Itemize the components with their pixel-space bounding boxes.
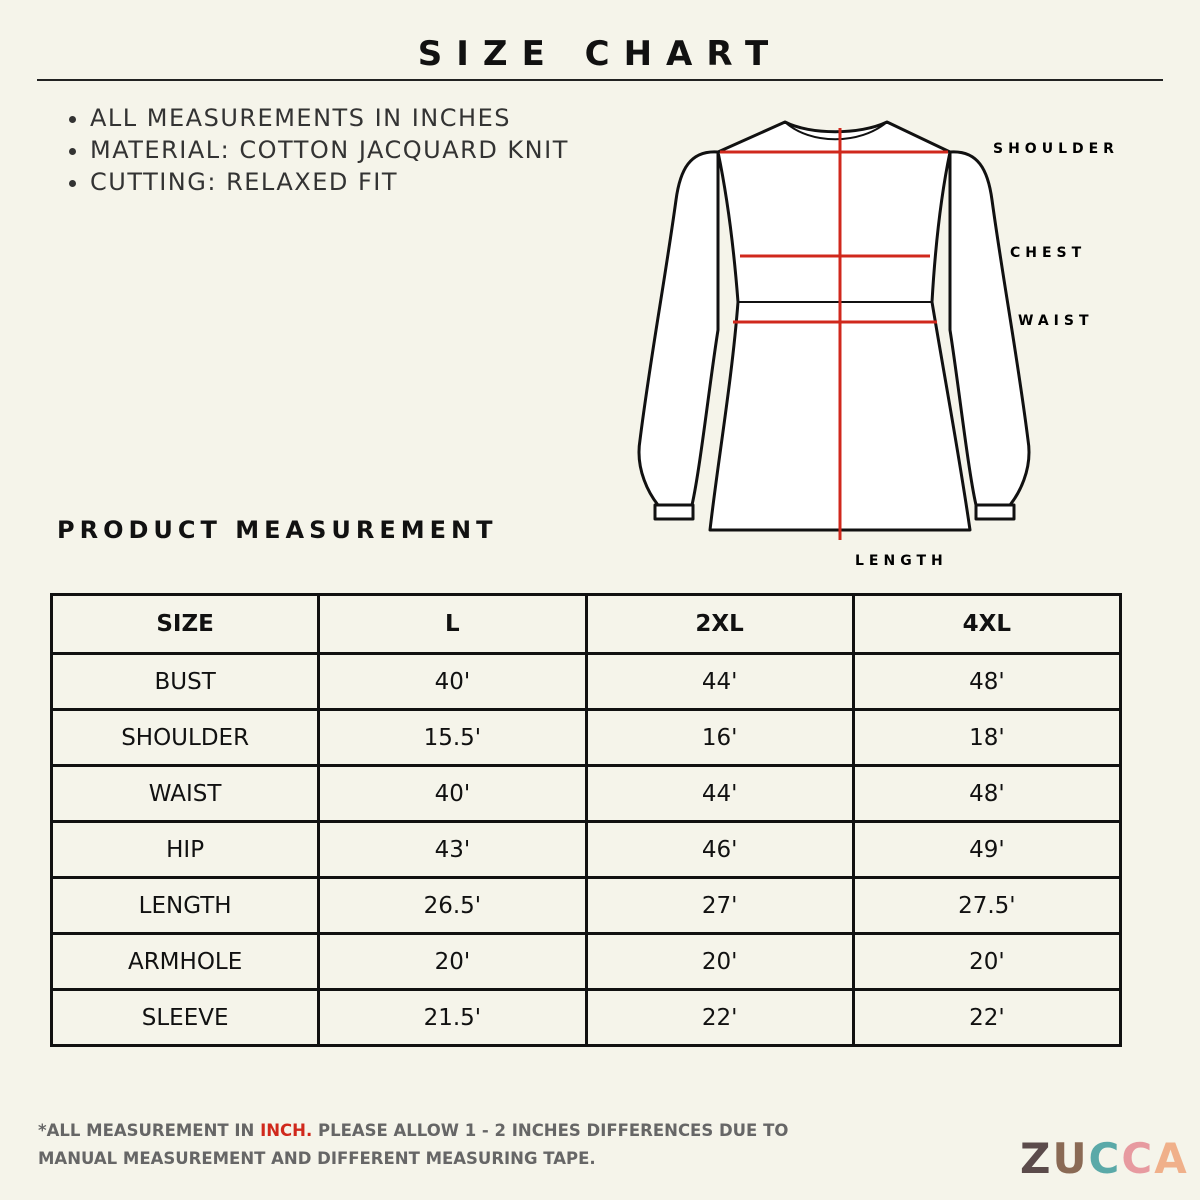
table-cell: 27.5'	[851, 876, 1123, 935]
table-cell: 46'	[584, 820, 855, 879]
table-cell: 43'	[317, 820, 588, 879]
table-cell: WAIST	[49, 764, 321, 823]
table-cell: 2XL	[584, 593, 855, 655]
table-cell: 16'	[584, 708, 855, 767]
table-cell: 44'	[584, 764, 855, 823]
table-cell: HIP	[49, 820, 321, 879]
table-cell: 4XL	[851, 593, 1123, 655]
table-cell: SHOULDER	[49, 708, 321, 767]
label-length: LENGTH	[855, 553, 948, 569]
table-cell: 22'	[851, 988, 1123, 1047]
table-cell: 21.5'	[317, 988, 588, 1047]
garment-diagram: SHOULDER CHEST WAIST LENGTH	[637, 120, 1119, 569]
logo: ZUCCA	[1020, 1134, 1189, 1183]
table-cell: 48'	[851, 764, 1123, 823]
table-cell: LENGTH	[49, 876, 321, 935]
table-cell: 15.5'	[317, 708, 588, 767]
size-table: SIZE L 2XL 4XL BUST 40' 44' 48' SHOULDER 15.5' 16'…	[49, 593, 1123, 1047]
table-cell: 22'	[584, 988, 855, 1047]
note: ALL MEASUREMENTS IN INCHES	[90, 102, 569, 134]
table-row: WAIST 40' 44' 48'	[49, 764, 1123, 823]
note: CUTTING: RELAXED FIT	[90, 166, 569, 198]
table-cell: 40'	[317, 764, 588, 823]
footnote-text: *ALL MEASUREMENT IN	[38, 1121, 261, 1140]
footnote-highlight: INCH.	[260, 1121, 313, 1140]
table-cell: 40'	[317, 652, 588, 711]
table-cell: BUST	[49, 652, 321, 711]
table-cell: 20'	[584, 932, 855, 991]
table-cell: 20'	[851, 932, 1123, 991]
table-row: SHOULDER 15.5' 16' 18'	[49, 708, 1123, 767]
table-cell: 20'	[317, 932, 588, 991]
table-row: SIZE L 2XL 4XL	[49, 593, 1123, 655]
label-shoulder: SHOULDER	[993, 141, 1119, 157]
section-title: PRODUCT MEASUREMENT	[57, 516, 498, 544]
table-cell: 48'	[851, 652, 1123, 711]
notes: ALL MEASUREMENTS IN INCHES MATERIAL: COT…	[62, 102, 569, 198]
label-waist: WAIST	[1018, 313, 1094, 329]
title: SIZE CHART	[417, 34, 783, 74]
table-row: HIP 43' 46' 49'	[49, 820, 1123, 879]
table-cell: 27'	[584, 876, 855, 935]
table-cell: L	[317, 593, 588, 655]
table-cell: 26.5'	[317, 876, 588, 935]
table-row: BUST 40' 44' 48'	[49, 652, 1123, 711]
table-cell: 49'	[851, 820, 1123, 879]
label-chest: CHEST	[1010, 245, 1086, 261]
table-cell: 18'	[851, 708, 1123, 767]
table-cell: SLEEVE	[49, 988, 321, 1047]
table-cell: SIZE	[49, 593, 321, 655]
table-row: SLEEVE 21.5' 22' 22'	[49, 988, 1123, 1047]
table-row: LENGTH 26.5' 27' 27.5'	[49, 876, 1123, 935]
footnote: *ALL MEASUREMENT IN INCH. PLEASE ALLOW 1…	[38, 1117, 858, 1173]
footnote-text: PLEASE ALLOW 1 - 2 INCHES DIFFERENCES DU…	[38, 1121, 789, 1168]
divider	[37, 79, 1163, 81]
note: MATERIAL: COTTON JACQUARD KNIT	[90, 134, 569, 166]
table-cell: ARMHOLE	[49, 932, 321, 991]
table-row: ARMHOLE 20' 20' 20'	[49, 932, 1123, 991]
table-cell: 44'	[584, 652, 855, 711]
